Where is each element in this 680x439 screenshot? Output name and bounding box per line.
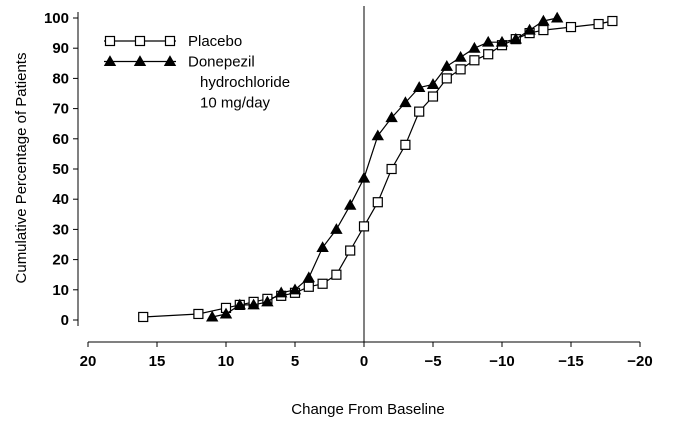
data-point-square	[303, 281, 314, 292]
data-point-square	[469, 55, 480, 66]
data-point-square	[607, 15, 618, 27]
legend-label: 10 mg/day	[200, 95, 271, 112]
data-point-triangle	[523, 23, 536, 35]
data-point-triangle	[495, 35, 509, 47]
data-point-square	[331, 269, 342, 280]
data-point-triangle	[385, 111, 398, 123]
data-point-triangle	[399, 96, 412, 108]
legend-item-placebo: Placebo	[104, 33, 242, 50]
data-point-square	[593, 18, 604, 30]
y-tick-label: 80	[52, 70, 69, 87]
x-tick-label: −5	[424, 353, 441, 370]
data-point-triangle	[440, 60, 453, 71]
data-point-square	[386, 163, 397, 175]
data-point-triangle	[316, 241, 329, 253]
data-point-triangle	[482, 35, 495, 47]
x-tick-label: −10	[489, 353, 514, 370]
legend-label: hydrochloride	[200, 74, 290, 91]
data-point-square	[193, 308, 204, 320]
data-point-triangle	[261, 295, 274, 307]
y-tick-label: 20	[52, 252, 69, 269]
data-point-triangle	[551, 11, 564, 23]
y-tick-label: 60	[52, 131, 69, 148]
data-point-triangle	[163, 55, 177, 67]
data-point-triangle	[233, 298, 246, 310]
y-tick-label: 40	[52, 191, 69, 208]
data-point-square	[317, 278, 328, 289]
data-point-triangle	[426, 78, 440, 89]
data-point-square	[138, 311, 149, 323]
data-point-triangle	[454, 50, 467, 62]
data-point-triangle	[344, 198, 357, 210]
data-point-square	[164, 35, 176, 47]
data-point-square	[441, 73, 452, 84]
legend-item-donepezil: Donepezil hydrochloride 10 mg/day	[103, 54, 290, 112]
y-tick-label: 50	[52, 161, 69, 178]
data-point-triangle	[468, 41, 481, 53]
x-tick-label: 10	[218, 353, 235, 370]
data-point-triangle	[247, 298, 260, 310]
y-axis-label: Cumulative Percentage of Patients	[13, 53, 30, 284]
x-axis-label: Change From Baseline	[291, 401, 444, 418]
y-tick-label: 90	[52, 40, 69, 57]
legend-label: Placebo	[188, 33, 242, 50]
series-line	[212, 17, 558, 318]
data-point-triangle	[330, 223, 343, 234]
y-tick-label: 0	[61, 312, 69, 329]
data-point-triangle	[275, 286, 288, 298]
series-group	[138, 11, 618, 323]
data-point-square	[455, 64, 466, 75]
data-point-triangle	[537, 14, 550, 26]
x-tick-label: 20	[80, 353, 97, 370]
legend-label: Donepezil	[188, 54, 255, 71]
data-point-square	[345, 245, 356, 256]
y-tick-label: 70	[52, 101, 69, 118]
data-point-square	[427, 91, 439, 102]
legend: Placebo Donepezil hydrochloride 10 mg/day	[103, 33, 290, 112]
data-point-triangle	[288, 283, 302, 295]
x-tick-label: 5	[291, 353, 299, 370]
data-point-square	[358, 221, 370, 232]
x-tick-label: 15	[149, 353, 166, 370]
data-point-square	[372, 197, 383, 208]
data-point-triangle	[206, 310, 219, 322]
data-point-triangle	[509, 32, 522, 44]
data-point-triangle	[413, 81, 426, 92]
data-point-square	[483, 49, 494, 60]
data-point-square	[538, 24, 549, 36]
data-point-triangle	[371, 129, 384, 141]
y-tick-label: 100	[44, 10, 69, 27]
series-donepezil	[206, 11, 564, 322]
x-tick-label: −20	[627, 353, 652, 370]
data-point-triangle	[219, 307, 233, 319]
data-point-square	[134, 35, 146, 47]
data-point-triangle	[357, 171, 371, 183]
data-point-square	[414, 106, 425, 117]
data-point-square	[565, 21, 577, 33]
y-tick-label: 10	[52, 282, 69, 299]
y-tick-label: 30	[52, 221, 69, 238]
x-tick-label: 0	[360, 353, 368, 370]
data-point-square	[400, 139, 411, 150]
data-point-triangle	[133, 55, 147, 67]
data-point-square	[104, 35, 116, 47]
x-tick-label: −15	[558, 353, 583, 370]
data-point-triangle	[302, 271, 315, 283]
data-point-triangle	[103, 55, 117, 67]
